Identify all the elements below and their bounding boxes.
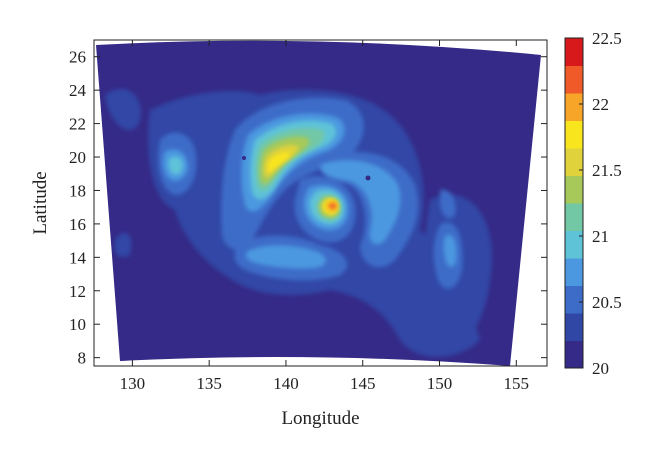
x-tick-label: 150 <box>427 374 453 393</box>
x-tick-label: 130 <box>120 374 146 393</box>
y-tick-label: 20 <box>69 148 86 167</box>
colorbar-tick-label: 20 <box>592 359 609 378</box>
y-tick-label: 8 <box>78 349 87 368</box>
dark-spots <box>242 156 371 181</box>
colorbar-swatch <box>565 203 583 231</box>
y-tick-label: 18 <box>69 181 86 200</box>
colorbar-swatch <box>565 120 583 149</box>
x-tick-label: 135 <box>196 374 222 393</box>
y-tick-label: 22 <box>69 115 86 134</box>
plot-frame <box>93 39 548 367</box>
colorbar-tick-label: 21 <box>592 227 609 246</box>
contour-field <box>96 40 541 366</box>
colorbar-swatch <box>565 285 583 314</box>
colorbar-tick-label: 21.5 <box>592 161 622 180</box>
colorbar-swatch <box>565 258 583 286</box>
colorbar-swatch <box>565 65 583 94</box>
colorbar-swatch <box>565 38 583 66</box>
y-tick-label: 10 <box>69 315 86 334</box>
x-tick-label: 145 <box>350 374 376 393</box>
y-tick-label: 16 <box>69 215 86 234</box>
level-core <box>326 201 338 211</box>
colorbar-swatch <box>565 93 583 121</box>
x-tick-label: 140 <box>273 374 299 393</box>
y-tick-label: 14 <box>69 248 87 267</box>
colorbar-swatch <box>565 340 583 369</box>
y-tick-label: 26 <box>69 48 86 67</box>
colorbar-swatch <box>565 175 583 204</box>
axes: 130 135 140 145 150 155 8 10 12 14 16 18 20 22 24 26 Lon… <box>30 39 548 429</box>
colorbar-tick-label: 20.5 <box>592 293 622 312</box>
x-axis-label: Longitude <box>281 408 359 429</box>
colorbar-tick-label: 22 <box>592 95 609 114</box>
x-tick-label: 155 <box>504 374 530 393</box>
colorbar: 20 20.5 21 21.5 22 22.5 <box>564 29 622 378</box>
y-tick-label: 24 <box>69 81 87 100</box>
y-tick-label: 12 <box>69 282 86 301</box>
colorbar-swatch <box>565 148 583 176</box>
colorbar-swatch <box>565 313 583 341</box>
colorbar-swatch <box>565 230 583 259</box>
colorbar-frame <box>564 37 584 369</box>
colorbar-tick-label: 22.5 <box>592 29 622 48</box>
y-axis-label: Latitude <box>30 171 51 234</box>
